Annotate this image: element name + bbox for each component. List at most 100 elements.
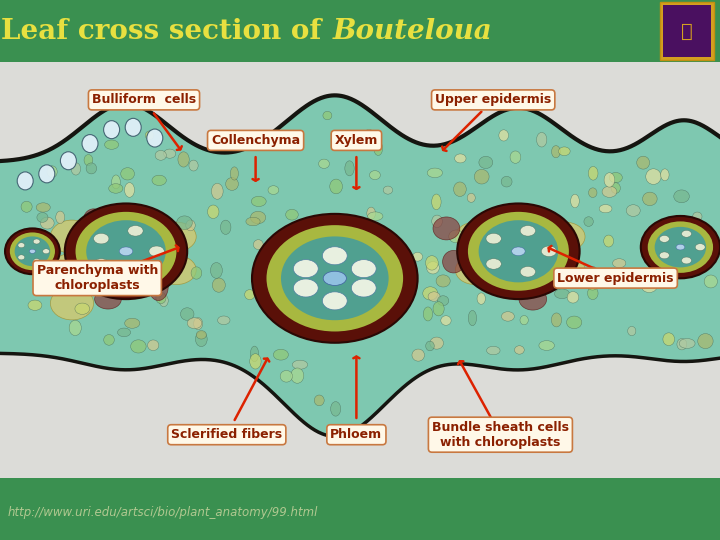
Ellipse shape [636, 156, 649, 169]
Ellipse shape [443, 251, 464, 273]
Ellipse shape [152, 175, 166, 186]
Ellipse shape [477, 293, 485, 305]
Ellipse shape [512, 247, 525, 255]
Text: 🏛: 🏛 [681, 22, 693, 40]
Text: Xylem: Xylem [335, 134, 378, 147]
Ellipse shape [552, 146, 560, 158]
Bar [660, 2, 714, 60]
Ellipse shape [323, 271, 346, 286]
Ellipse shape [374, 141, 382, 156]
Ellipse shape [559, 147, 570, 156]
Ellipse shape [323, 247, 347, 265]
Ellipse shape [536, 132, 546, 147]
Ellipse shape [86, 220, 166, 282]
Ellipse shape [125, 183, 135, 197]
Ellipse shape [426, 341, 434, 351]
Ellipse shape [37, 213, 48, 222]
Ellipse shape [94, 289, 122, 309]
Ellipse shape [428, 292, 440, 301]
Ellipse shape [225, 178, 238, 191]
Text: http://www.uri.edu/artsci/bio/plant_anatomy/99.html: http://www.uri.edu/artsci/bio/plant_anat… [8, 505, 318, 518]
Ellipse shape [698, 334, 713, 349]
Text: Sclerified fibers: Sclerified fibers [171, 428, 282, 441]
Ellipse shape [94, 259, 109, 269]
Ellipse shape [61, 279, 73, 289]
Ellipse shape [567, 316, 582, 329]
Ellipse shape [125, 318, 140, 328]
Ellipse shape [437, 296, 449, 306]
Bar [0, 0, 720, 62]
Ellipse shape [648, 221, 713, 273]
Ellipse shape [17, 172, 33, 190]
Ellipse shape [510, 151, 521, 163]
Ellipse shape [10, 232, 55, 270]
Ellipse shape [611, 183, 621, 193]
Ellipse shape [117, 328, 130, 336]
Ellipse shape [423, 307, 433, 321]
Ellipse shape [654, 227, 706, 267]
Ellipse shape [274, 349, 289, 360]
Ellipse shape [479, 156, 492, 168]
Ellipse shape [47, 166, 57, 178]
Text: Bundle sheath cells
with chloroplasts: Bundle sheath cells with chloroplasts [432, 421, 569, 449]
Ellipse shape [468, 310, 477, 326]
Ellipse shape [212, 278, 225, 292]
Ellipse shape [176, 216, 192, 229]
Ellipse shape [676, 244, 685, 250]
Ellipse shape [178, 152, 189, 167]
Ellipse shape [76, 212, 176, 291]
Ellipse shape [104, 120, 120, 139]
Ellipse shape [521, 267, 536, 277]
Ellipse shape [588, 267, 598, 282]
Ellipse shape [609, 172, 622, 183]
Ellipse shape [693, 212, 702, 221]
Ellipse shape [519, 288, 546, 310]
Ellipse shape [147, 129, 163, 147]
Ellipse shape [210, 262, 222, 278]
Ellipse shape [90, 252, 112, 272]
Ellipse shape [642, 279, 657, 293]
Ellipse shape [674, 190, 689, 202]
Ellipse shape [457, 204, 580, 299]
Ellipse shape [194, 318, 202, 329]
Ellipse shape [467, 193, 475, 202]
Ellipse shape [588, 166, 598, 180]
Ellipse shape [663, 333, 675, 346]
Ellipse shape [588, 287, 598, 300]
Ellipse shape [157, 255, 197, 285]
Ellipse shape [351, 260, 377, 278]
Ellipse shape [426, 261, 439, 274]
Ellipse shape [246, 217, 260, 226]
Ellipse shape [362, 130, 376, 144]
Ellipse shape [86, 163, 96, 174]
Ellipse shape [230, 167, 238, 180]
Ellipse shape [323, 111, 332, 120]
Ellipse shape [368, 212, 383, 220]
Ellipse shape [427, 168, 443, 178]
Ellipse shape [661, 169, 669, 181]
Text: Parenchyma with
chloroplasts: Parenchyma with chloroplasts [37, 264, 158, 292]
Ellipse shape [50, 269, 66, 284]
Ellipse shape [75, 303, 90, 314]
Ellipse shape [18, 242, 24, 248]
Ellipse shape [195, 332, 207, 347]
Ellipse shape [294, 260, 318, 278]
Ellipse shape [142, 242, 161, 264]
Ellipse shape [515, 346, 524, 354]
Ellipse shape [501, 312, 514, 321]
Ellipse shape [454, 154, 466, 163]
Ellipse shape [82, 134, 98, 153]
Ellipse shape [130, 340, 146, 353]
Ellipse shape [479, 220, 558, 282]
Ellipse shape [584, 217, 593, 226]
Ellipse shape [486, 259, 501, 269]
Ellipse shape [50, 220, 94, 253]
Ellipse shape [163, 149, 176, 158]
Ellipse shape [148, 273, 168, 301]
Ellipse shape [521, 226, 536, 236]
Ellipse shape [94, 233, 109, 244]
Ellipse shape [207, 205, 219, 219]
Ellipse shape [587, 278, 598, 290]
Ellipse shape [626, 205, 640, 217]
Ellipse shape [280, 370, 292, 382]
